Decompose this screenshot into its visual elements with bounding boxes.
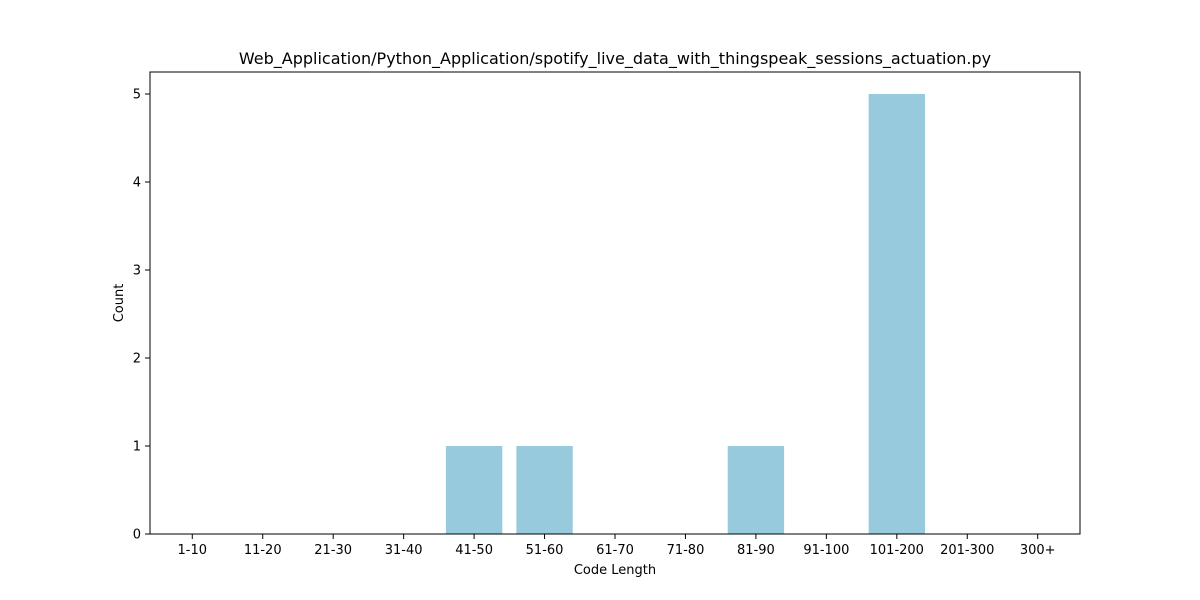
x-tick-label: 1-10 [178, 543, 208, 558]
x-axis-label: Code Length [574, 563, 656, 578]
x-tick-label: 21-30 [314, 543, 352, 558]
x-tick-label: 41-50 [455, 543, 493, 558]
bar-101-200 [868, 94, 925, 534]
bar-41-50 [445, 446, 503, 534]
y-tick-label: 5 [133, 88, 141, 103]
x-tick-label: 11-20 [244, 543, 282, 558]
plot-frame [149, 71, 1081, 535]
y-axis-label: Count [112, 284, 127, 323]
x-tick-label: 61-70 [596, 543, 634, 558]
y-tick-label: 2 [133, 352, 141, 367]
y-tick-label: 0 [133, 528, 141, 543]
y-tick-label: 1 [133, 440, 141, 455]
x-axis-ticks: 1-10 11-20 21-30 31-40 41-50 51-60 61-70 71-80 8… [178, 534, 1056, 558]
bars-group [445, 94, 925, 534]
x-tick-label: 300+ [1020, 543, 1056, 558]
y-tick-label: 4 [133, 176, 141, 191]
y-tick-label: 3 [133, 264, 141, 279]
y-axis-ticks: 0 1 2 3 4 5 [133, 88, 150, 543]
bar-51-60 [516, 446, 573, 534]
x-tick-label: 201-300 [940, 543, 994, 558]
x-tick-label: 81-90 [737, 543, 775, 558]
x-tick-label: 51-60 [526, 543, 564, 558]
x-tick-label: 31-40 [385, 543, 423, 558]
x-tick-label: 91-100 [803, 543, 849, 558]
bar-81-90 [727, 446, 785, 534]
x-tick-label: 101-200 [870, 543, 924, 558]
chart-title: Web_Application/Python_Application/spoti… [239, 49, 991, 69]
x-tick-label: 71-80 [667, 543, 705, 558]
